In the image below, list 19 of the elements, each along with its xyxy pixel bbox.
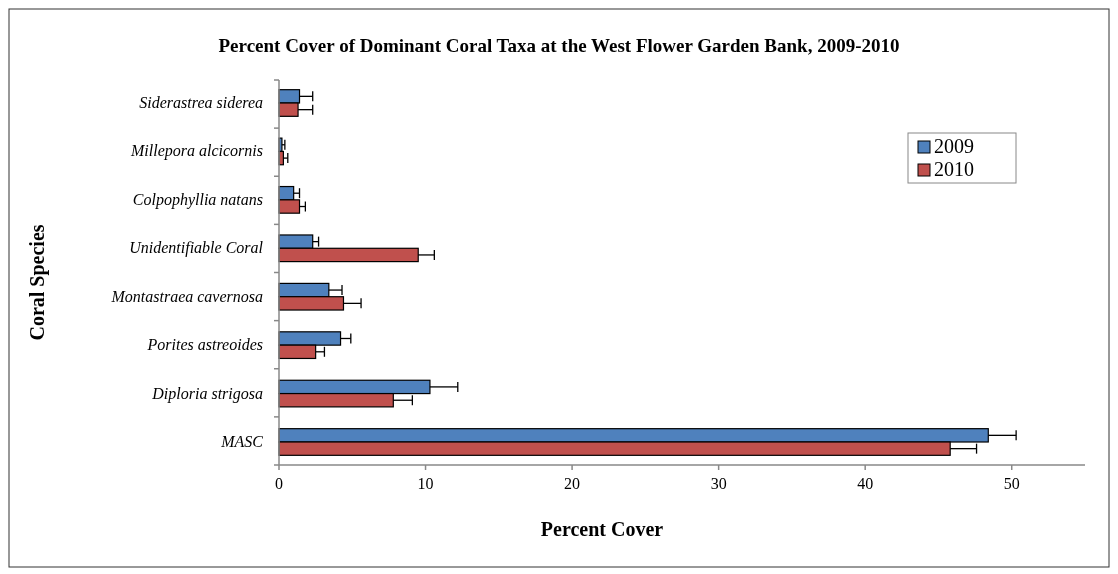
y-tick-label: Millepora alcicornis <box>130 142 263 161</box>
y-tick-label: Montastraea cavernosa <box>110 287 263 305</box>
x-tick-label: 40 <box>857 475 874 492</box>
x-tick-label: 10 <box>417 475 434 492</box>
y-tick-label: Colpophyllia natans <box>132 190 263 209</box>
chart-title: Percent Cover of Dominant Coral Taxa at the West Flower Garden Bank, 2009-2010 <box>218 35 900 56</box>
x-tick-label: 20 <box>564 475 581 492</box>
y-tick-label: MASC <box>220 433 264 450</box>
x-tick-label: 0 <box>275 475 283 492</box>
legend-label: 2010 <box>934 158 974 180</box>
y-tick-label: Porites astreoides <box>146 336 263 354</box>
x-tick-label: 30 <box>710 475 727 492</box>
legend-label: 2009 <box>934 135 974 157</box>
x-tick-label: 50 <box>1003 475 1020 492</box>
y-tick-label: Diploria strigosa <box>151 384 263 403</box>
x-axis-title: Percent Cover <box>540 518 664 540</box>
y-tick-label: Siderastrea siderea <box>139 94 263 111</box>
y-axis-title: Coral Species <box>26 224 49 341</box>
y-tick-label: Unidentifiable Coral <box>129 239 264 258</box>
